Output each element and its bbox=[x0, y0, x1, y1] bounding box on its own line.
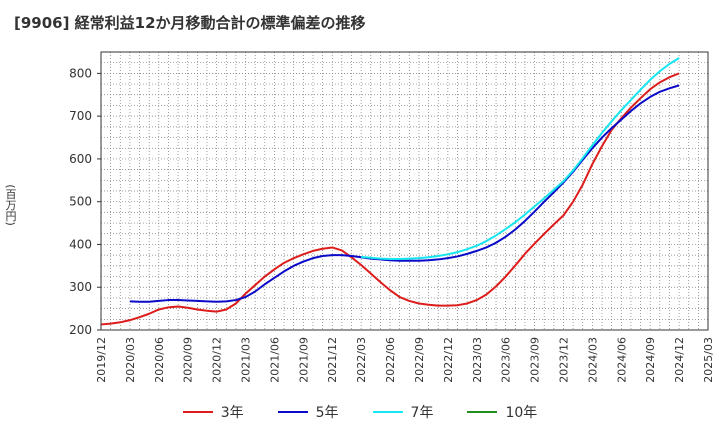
legend-label: 3年 bbox=[220, 405, 244, 421]
x-tick-label: 2022/12 bbox=[442, 337, 455, 383]
legend-label: 7年 bbox=[410, 405, 434, 421]
x-tick-label: 2020/03 bbox=[124, 337, 137, 383]
x-tick-label: 2025/03 bbox=[702, 337, 715, 383]
x-tick-label: 2021/03 bbox=[240, 337, 253, 383]
chart-title: [9906] 経常利益12か月移動合計の標準偏差の推移 bbox=[14, 14, 366, 32]
y-tick-label: 500 bbox=[69, 195, 92, 209]
x-tick-label: 2024/09 bbox=[644, 337, 657, 383]
series-line-1 bbox=[100, 72, 680, 326]
x-tick-label: 2023/03 bbox=[471, 337, 484, 383]
legend-swatch bbox=[277, 411, 308, 413]
x-tick-label: 2024/06 bbox=[615, 337, 628, 383]
y-tick-label: 600 bbox=[69, 152, 92, 166]
x-tick-label: 2022/03 bbox=[355, 337, 368, 383]
x-tick-label: 2024/03 bbox=[586, 337, 599, 383]
y-tick-label: 700 bbox=[69, 109, 92, 123]
legend-label: 5年 bbox=[315, 405, 339, 421]
legend-item-3: 7年 bbox=[372, 402, 434, 422]
legend-item-4: 10年 bbox=[467, 402, 537, 422]
plot-frame bbox=[100, 51, 709, 331]
x-tick-label: 2023/06 bbox=[500, 337, 513, 383]
legend-swatch bbox=[372, 411, 403, 413]
y-tick-label: 400 bbox=[69, 237, 92, 251]
x-tick-label: 2023/12 bbox=[557, 337, 570, 383]
y-tick-label: 300 bbox=[69, 280, 92, 294]
x-tick-label: 2022/06 bbox=[384, 337, 397, 383]
legend: 3年 5年 7年 10年 bbox=[0, 402, 720, 422]
x-tick-label: 2020/06 bbox=[153, 337, 166, 383]
legend-swatch bbox=[182, 411, 213, 413]
x-tick-label: 2020/09 bbox=[182, 337, 195, 383]
x-tick-label: 2024/12 bbox=[673, 337, 686, 383]
y-axis-label: (百万円) bbox=[4, 184, 17, 226]
x-tick-label: 2021/09 bbox=[297, 337, 310, 383]
series-line-3 bbox=[361, 57, 680, 260]
legend-item-2: 5年 bbox=[277, 402, 339, 422]
series-line-2 bbox=[129, 84, 680, 303]
x-tick-label: 2022/09 bbox=[413, 337, 426, 383]
y-tick-label: 200 bbox=[69, 323, 92, 337]
x-tick-label: 2021/06 bbox=[268, 337, 281, 383]
x-tick-label: 2023/09 bbox=[529, 337, 542, 383]
legend-item-1: 3年 bbox=[182, 402, 244, 422]
legend-swatch bbox=[467, 411, 498, 413]
x-tick-label: 2020/12 bbox=[211, 337, 224, 383]
x-tick-label: 2021/12 bbox=[326, 337, 339, 383]
x-tick-label: 2019/12 bbox=[95, 337, 108, 383]
legend-label: 10年 bbox=[505, 405, 538, 421]
y-tick-label: 800 bbox=[69, 66, 92, 80]
